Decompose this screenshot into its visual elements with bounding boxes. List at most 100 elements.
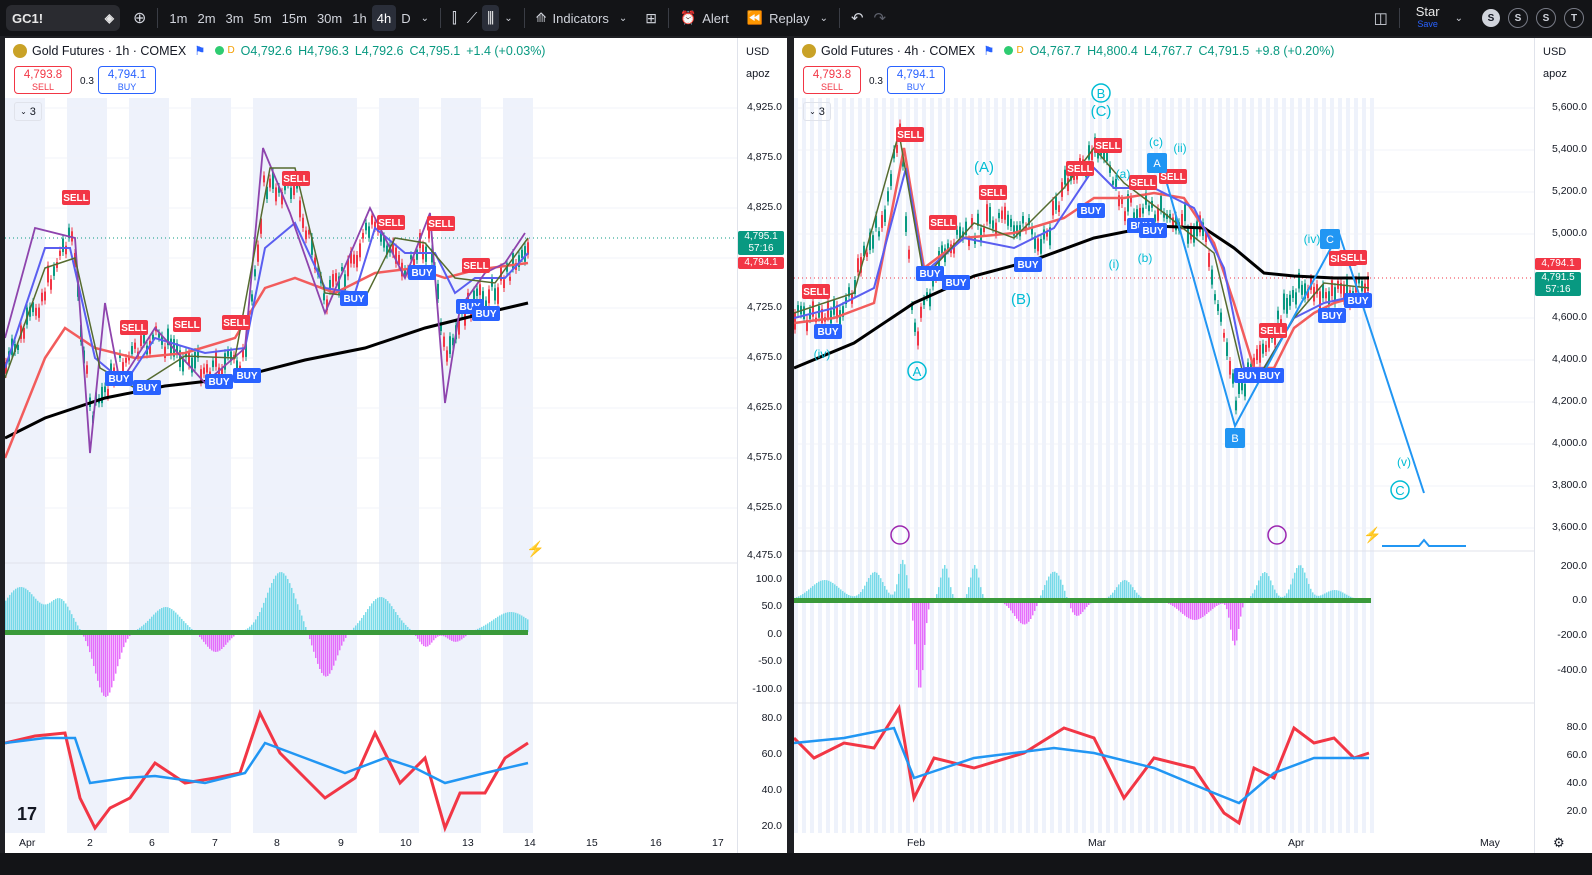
interval-2m[interactable]: 2m bbox=[197, 10, 216, 26]
wave-target-marker[interactable] bbox=[1382, 538, 1466, 547]
candle-body bbox=[263, 175, 265, 183]
lightning-icon[interactable]: ⚡ bbox=[1363, 526, 1382, 544]
interval-15m[interactable]: 15m bbox=[281, 10, 307, 26]
histogram-bar bbox=[1082, 600, 1084, 612]
currency-selector[interactable]: USD bbox=[746, 46, 770, 58]
candle-style-icon[interactable]: ⫼ bbox=[482, 5, 500, 31]
histogram-bar bbox=[287, 578, 289, 632]
redo-icon[interactable]: ↷ bbox=[873, 10, 887, 27]
oscillator-histogram bbox=[5, 572, 529, 697]
histogram-bar bbox=[1024, 600, 1026, 625]
symbol-search[interactable]: GC1! ◈ bbox=[6, 5, 120, 31]
templates-icon[interactable]: ⊞ bbox=[645, 9, 657, 26]
chart-legend[interactable]: Gold Futures · 4h · COMEX ⚑ D O4,767.7 H… bbox=[802, 43, 1334, 58]
event-icons[interactable]: ⚡ bbox=[890, 525, 1382, 545]
flag-icon[interactable]: ⚑ bbox=[983, 44, 995, 58]
indicator-collapse-button[interactable]: ⌄ 3 bbox=[14, 102, 42, 121]
chevron-down-icon[interactable]: ⌄ bbox=[1454, 12, 1463, 24]
histogram-bar bbox=[481, 626, 483, 632]
time-axis-label: 8 bbox=[274, 837, 280, 849]
interval-3m[interactable]: 3m bbox=[225, 10, 244, 26]
candle-body bbox=[1286, 297, 1288, 314]
settings-gear-icon[interactable]: ⚙ bbox=[1553, 835, 1565, 850]
price-axis-label: -400.0 bbox=[1557, 664, 1587, 676]
interval-1h[interactable]: 1h bbox=[352, 10, 367, 26]
session-stripe bbox=[1362, 98, 1366, 833]
buy-signal-label: BUY bbox=[1347, 296, 1368, 307]
split-event-icon[interactable] bbox=[890, 525, 910, 545]
interval-1m[interactable]: 1m bbox=[169, 10, 188, 26]
histogram-bar bbox=[111, 632, 113, 688]
histogram-bar bbox=[1204, 600, 1206, 616]
histogram-bar bbox=[1206, 600, 1208, 614]
currency-selector[interactable]: USD bbox=[1543, 46, 1567, 58]
histogram-bar bbox=[285, 575, 287, 632]
candle-body bbox=[176, 343, 178, 355]
toolbar-circle-t[interactable]: T bbox=[1564, 8, 1584, 28]
sell-signal-label: SELL bbox=[1095, 141, 1121, 152]
interval-d[interactable]: D bbox=[401, 10, 411, 26]
chevron-down-icon[interactable]: ⌄ bbox=[420, 12, 429, 24]
replay-button[interactable]: ⏪ Replay bbox=[742, 5, 815, 31]
sell-button[interactable]: 4,793.8 SELL bbox=[14, 66, 72, 94]
layout-name-button[interactable]: Star Save bbox=[1416, 5, 1440, 30]
wave-label: (A) bbox=[974, 159, 994, 176]
buy-button[interactable]: 4,794.1 BUY bbox=[98, 66, 156, 94]
chevron-down-icon[interactable]: ⌄ bbox=[618, 12, 628, 24]
histogram-bar bbox=[952, 594, 954, 600]
bar-style-icon[interactable]: ⫿ bbox=[451, 9, 457, 27]
chart-title: Gold Futures · 4h · COMEX bbox=[821, 43, 976, 58]
price-axis[interactable]: USD apoz 4,795.1 57:16 4,794.1 4,925.0 4,… bbox=[737, 38, 787, 853]
chevron-down-icon[interactable]: ⌄ bbox=[819, 12, 828, 24]
chart-legend[interactable]: Gold Futures · 1h · COMEX ⚑ D O4,792.6 H… bbox=[13, 43, 545, 58]
axis-mode[interactable]: apoz bbox=[1543, 68, 1567, 80]
layout-icon[interactable]: ◫ bbox=[1373, 10, 1388, 27]
candle-body bbox=[299, 200, 301, 218]
price-axis[interactable]: USD apoz 4,794.1 4,791.5 57:16 ⚙ 5,600.0… bbox=[1534, 38, 1592, 853]
candle-body bbox=[1244, 383, 1246, 397]
histogram-bar bbox=[231, 632, 233, 639]
lightning-icon[interactable]: ⚡ bbox=[526, 540, 545, 558]
flag-icon[interactable]: ⚑ bbox=[194, 44, 206, 58]
tradingview-logo[interactable]: 17 bbox=[17, 804, 37, 824]
candle-body bbox=[893, 149, 895, 159]
split-event-icon[interactable] bbox=[1267, 525, 1287, 545]
histogram-bar bbox=[517, 613, 519, 632]
sell-signal-label: SELL bbox=[1130, 178, 1156, 189]
diamond-icon[interactable]: ◈ bbox=[104, 11, 114, 25]
undo-icon[interactable]: ↶ bbox=[850, 10, 864, 27]
left-chart-pane[interactable]: SELL SELL SELL SELL SELL SELL SELL SELL BUY BUY BU… bbox=[5, 38, 787, 853]
candle-body bbox=[335, 273, 337, 282]
sell-button[interactable]: 4,793.8 SELL bbox=[803, 66, 861, 94]
candle-body bbox=[206, 364, 208, 373]
indicator-collapse-button[interactable]: ⌄ 3 bbox=[803, 102, 831, 121]
histogram-bar bbox=[91, 632, 93, 659]
indicators-button[interactable]: ⟰ Indicators bbox=[531, 5, 614, 31]
price-axis-label: 80.0 bbox=[761, 712, 782, 724]
histogram-bar bbox=[403, 622, 405, 632]
candle-body bbox=[1223, 332, 1225, 338]
alert-button[interactable]: ⏰ Alert bbox=[675, 5, 734, 31]
price-axis-label: 5,400.0 bbox=[1551, 143, 1587, 155]
buy-button[interactable]: 4,794.1 BUY bbox=[887, 66, 945, 94]
axis-mode[interactable]: apoz bbox=[746, 68, 770, 80]
right-chart-pane[interactable]: SELL SELL SELL SELL SELL SELL SELL SELL SELL SELL… bbox=[794, 38, 1592, 853]
sell-signal-label: SELL bbox=[283, 174, 309, 185]
histogram-bar bbox=[435, 632, 437, 639]
add-symbol-button[interactable]: ⊕ bbox=[133, 10, 147, 27]
candle-body bbox=[449, 336, 451, 354]
candle-body bbox=[1157, 208, 1159, 221]
toolbar-circle-s-2[interactable]: S bbox=[1508, 8, 1528, 28]
histogram-bar bbox=[1118, 584, 1120, 600]
toolbar-circle-s-3[interactable]: S bbox=[1536, 8, 1556, 28]
interval-5m[interactable]: 5m bbox=[253, 10, 272, 26]
candle-body bbox=[437, 283, 439, 299]
line-style-icon[interactable]: ⟋ bbox=[466, 9, 478, 27]
chevron-down-icon[interactable]: ⌄ bbox=[504, 12, 513, 24]
interval-30m[interactable]: 30m bbox=[316, 10, 343, 26]
candle-body bbox=[56, 262, 58, 268]
toolbar-circle-s-1[interactable]: S bbox=[1482, 9, 1500, 27]
right-chart-canvas[interactable]: SELL SELL SELL SELL SELL SELL SELL SELL SELL SELL… bbox=[794, 38, 1534, 853]
interval-4h[interactable]: 4h bbox=[371, 5, 397, 31]
